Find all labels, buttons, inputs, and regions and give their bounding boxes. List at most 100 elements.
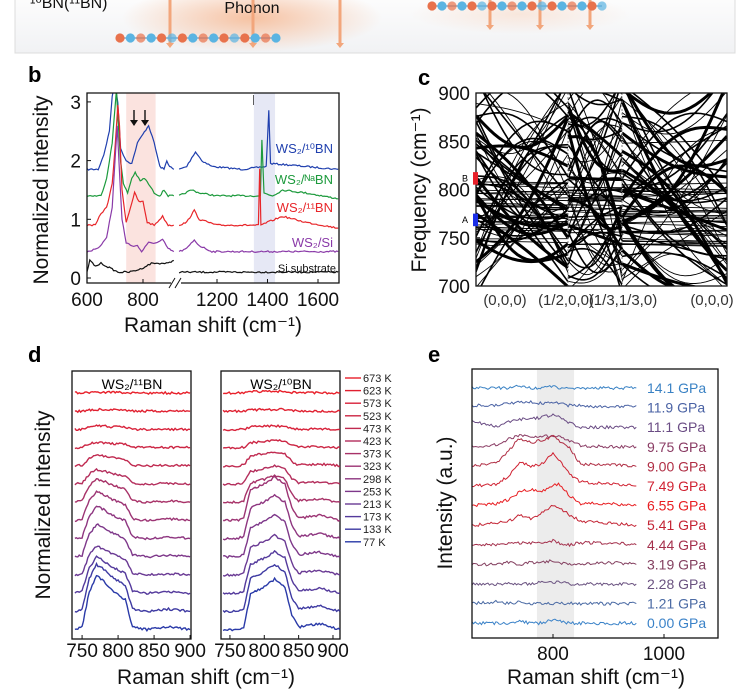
d-spectrum-line (222, 424, 340, 432)
phonon-band (621, 102, 727, 286)
atom (219, 33, 229, 43)
d-spectrum-line (74, 390, 191, 396)
phonon-band (621, 263, 651, 286)
d-spectrum-line (222, 563, 341, 613)
phonon-arrow-head (249, 43, 257, 48)
d-legend-label: 323 K (363, 461, 392, 473)
phonon-band-flat (621, 240, 727, 245)
b-series-line-left (87, 93, 175, 171)
atom (261, 33, 271, 43)
phonon-band-flat (567, 231, 623, 234)
phonon-band-flat (476, 202, 569, 206)
down-arrow-head-icon (141, 120, 149, 126)
atom (557, 1, 567, 11)
atom (577, 1, 587, 11)
e-pressure-label: 9.00 GPa (647, 458, 706, 474)
e-spectrum-line (471, 504, 637, 527)
b-x-tick-label: 1200 (196, 290, 238, 311)
phonon-band (476, 120, 569, 195)
atom (447, 1, 457, 11)
phonon-band-flat (567, 242, 623, 245)
d-legend-label: 133 K (363, 524, 392, 536)
atom (457, 1, 467, 11)
d-subplot-title: WS₂/¹⁰BN (250, 376, 312, 392)
phonon-band-flat (567, 218, 623, 221)
c-y-tick-label: 900 (438, 84, 470, 105)
e-x-axis-title: Raman shift (cm⁻¹) (507, 666, 685, 689)
d-spectrum-line (74, 441, 191, 450)
phonon-band (621, 93, 692, 167)
phonon-band-flat (476, 240, 569, 244)
e-spectrum-line (471, 399, 637, 409)
atom (271, 33, 281, 43)
phonon-band-flat (621, 205, 727, 209)
d-x-tick-label: 800 (248, 641, 280, 662)
d-spectrum-line (74, 467, 191, 486)
atom (527, 1, 537, 11)
phonon-band (621, 262, 699, 286)
phonon-band-flat (567, 197, 623, 199)
isotope-label: ¹⁰BN(¹¹BN) (30, 0, 108, 12)
b-series-line-left (87, 104, 174, 227)
atom (487, 1, 497, 11)
c-y-tick-label: 700 (438, 277, 470, 298)
phonon-band (476, 117, 570, 264)
b-axis-break-mark (168, 277, 182, 289)
d-spectrum-line (74, 561, 191, 613)
e-pressure-label: 7.49 GPa (647, 478, 706, 494)
b-shaded-region (253, 93, 276, 283)
b-series-line-right (178, 110, 339, 171)
atom (209, 33, 219, 43)
d-spectrum-line (222, 493, 341, 541)
d-x-tick-label: 750 (214, 641, 246, 662)
b-x-axis-title: Raman shift (cm⁻¹) (124, 314, 302, 337)
c-y-tick-label: 800 (438, 181, 470, 202)
phonon-band (567, 93, 617, 229)
phonon-band (567, 206, 623, 279)
phonon-band (476, 93, 569, 125)
atom (125, 33, 135, 43)
atom (587, 1, 597, 11)
phonon-band-flat (476, 220, 569, 223)
phonon-arrow-head (586, 25, 594, 30)
atom (567, 1, 577, 11)
phonon-band (476, 128, 569, 278)
phonon-band (621, 112, 727, 180)
phonon-band-flat (476, 228, 569, 232)
atom (467, 1, 477, 11)
e-pressure-label: 2.28 GPa (647, 576, 706, 592)
phonon-arrow-head (536, 25, 544, 30)
phonon-band-flat (567, 210, 623, 215)
d-spectrum-line (74, 453, 191, 468)
e-shaded-region (536, 370, 575, 638)
phonon-band (567, 110, 623, 158)
phonon-band-flat (567, 213, 623, 219)
e-spectrum-line (471, 434, 637, 468)
phonon-band-flat (621, 220, 727, 224)
phonon-band (631, 93, 727, 193)
b-series-line-left (87, 93, 175, 198)
b-series-label: Si substrate (278, 263, 336, 275)
phonon-band (567, 154, 623, 266)
e-pressure-label: 11.9 GPa (647, 400, 705, 416)
phonon-band-flat (621, 182, 727, 186)
phonon-band-flat (476, 198, 569, 202)
d-spectrum-line (222, 464, 341, 486)
phonon-band-flat (476, 215, 569, 219)
d-spectrum-line (74, 477, 191, 504)
phonon-band (567, 102, 623, 274)
e-x-tick-label: 1000 (643, 644, 685, 665)
d-spectrum-line (223, 474, 341, 504)
d-spectrum-line (74, 505, 191, 541)
d-spectrum-line (222, 389, 340, 395)
d-legend-label: 623 K (363, 386, 392, 398)
phonon-band-flat (621, 189, 727, 195)
phonon-band-flat (567, 199, 623, 203)
atom (157, 33, 167, 43)
panel-label-d: d (28, 342, 41, 367)
phonon-band (621, 149, 727, 285)
schematic-banner: ¹⁰BN(¹¹BN) Phonon (14, 0, 736, 54)
atom (477, 1, 487, 11)
atom (240, 33, 250, 43)
d-legend-label: 213 K (363, 499, 392, 511)
